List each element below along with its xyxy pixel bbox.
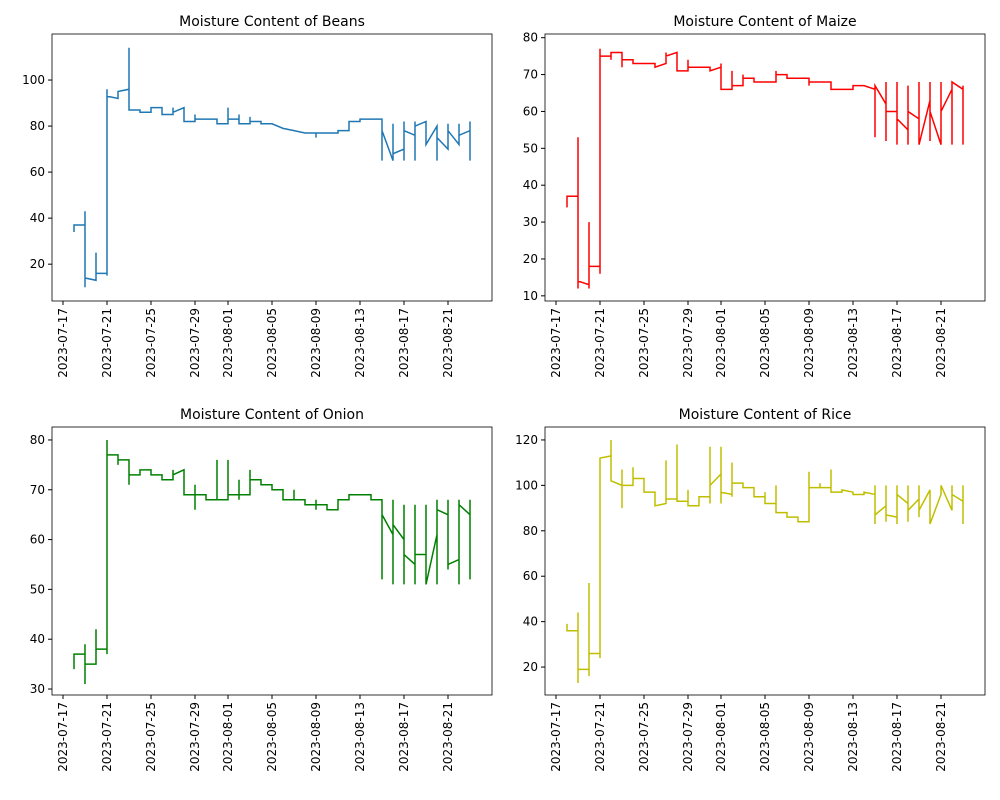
- x-tick-label: 2023-08-21: [441, 702, 455, 772]
- x-tick-label: 2023-08-05: [265, 308, 279, 378]
- x-tick-label: 2023-08-05: [265, 702, 279, 772]
- x-tick-label: 2023-07-21: [100, 702, 114, 772]
- y-tick-label: 80: [523, 524, 538, 538]
- chart-title: Moisture Content of Rice: [679, 407, 852, 423]
- x-tick-label: 2023-08-01: [714, 308, 728, 378]
- y-tick-label: 10: [523, 289, 538, 303]
- x-tick-label: 2023-07-29: [188, 702, 202, 772]
- data-line: [566, 48, 964, 289]
- y-tick-label: 40: [523, 615, 538, 629]
- y-tick-label: 100: [22, 73, 45, 87]
- x-tick-label: 2023-08-01: [714, 702, 728, 772]
- y-tick-label: 60: [523, 569, 538, 583]
- plot-frame: [544, 33, 986, 302]
- x-tick-label: 2023-08-13: [353, 308, 367, 378]
- y-tick-label: 50: [30, 582, 45, 596]
- x-tick-label: 2023-08-21: [441, 308, 455, 378]
- x-tick-label: 2023-08-17: [397, 308, 411, 378]
- x-tick-label: 2023-08-17: [890, 702, 904, 772]
- chart-title: Moisture Content of Onion: [180, 407, 364, 423]
- x-tick-label: 2023-07-25: [637, 702, 651, 772]
- x-tick-label: 2023-07-17: [549, 308, 563, 378]
- x-tick-label: 2023-08-09: [802, 308, 816, 378]
- x-tick-label: 2023-08-01: [221, 702, 235, 772]
- x-tick-label: 2023-08-17: [890, 308, 904, 378]
- x-tick-label: 2023-08-17: [397, 702, 411, 772]
- x-tick-label: 2023-07-25: [144, 702, 158, 772]
- y-tick-label: 30: [523, 215, 538, 229]
- chart-title: Moisture Content of Maize: [673, 14, 856, 30]
- x-tick-label: 2023-08-01: [221, 308, 235, 378]
- y-tick-label: 40: [523, 178, 538, 192]
- y-tick-label: 20: [523, 252, 538, 266]
- data-line: [73, 439, 471, 685]
- data-line: [73, 47, 471, 288]
- y-tick-label: 120: [515, 433, 538, 447]
- x-tick-label: 2023-08-05: [758, 308, 772, 378]
- x-tick-label: 2023-08-13: [846, 702, 860, 772]
- y-tick-label: 70: [523, 68, 538, 82]
- x-tick-label: 2023-07-29: [681, 308, 695, 378]
- x-tick-label: 2023-07-17: [56, 308, 70, 378]
- plot-frame: [51, 33, 493, 302]
- x-tick-label: 2023-08-09: [309, 702, 323, 772]
- y-tick-label: 60: [30, 533, 45, 547]
- x-tick-label: 2023-07-21: [593, 702, 607, 772]
- y-tick-label: 80: [30, 433, 45, 447]
- x-tick-label: 2023-08-09: [802, 702, 816, 772]
- y-tick-label: 20: [30, 257, 45, 271]
- y-tick-label: 80: [523, 31, 538, 45]
- x-tick-label: 2023-08-05: [758, 702, 772, 772]
- x-tick-label: 2023-08-13: [846, 308, 860, 378]
- x-tick-label: 2023-08-21: [934, 702, 948, 772]
- x-tick-label: 2023-07-17: [56, 702, 70, 772]
- x-tick-label: 2023-07-25: [144, 308, 158, 378]
- x-tick-label: 2023-07-21: [100, 308, 114, 378]
- plot-frame: [544, 426, 986, 696]
- x-tick-label: 2023-08-13: [353, 702, 367, 772]
- y-tick-label: 60: [523, 104, 538, 118]
- x-tick-label: 2023-07-21: [593, 308, 607, 378]
- y-tick-label: 30: [30, 682, 45, 696]
- y-tick-label: 60: [30, 165, 45, 179]
- x-tick-label: 2023-07-29: [188, 308, 202, 378]
- y-tick-label: 80: [30, 119, 45, 133]
- chart-title: Moisture Content of Beans: [179, 14, 365, 30]
- x-tick-label: 2023-07-17: [549, 702, 563, 772]
- plot-frame: [51, 426, 493, 696]
- y-tick-label: 40: [30, 211, 45, 225]
- y-tick-label: 50: [523, 141, 538, 155]
- y-tick-label: 40: [30, 632, 45, 646]
- y-tick-label: 70: [30, 483, 45, 497]
- x-tick-label: 2023-08-09: [309, 308, 323, 378]
- x-tick-label: 2023-07-25: [637, 308, 651, 378]
- x-tick-label: 2023-08-21: [934, 308, 948, 378]
- y-tick-label: 20: [523, 660, 538, 674]
- x-tick-label: 2023-07-29: [681, 702, 695, 772]
- data-line: [566, 439, 964, 683]
- y-tick-label: 100: [515, 478, 538, 492]
